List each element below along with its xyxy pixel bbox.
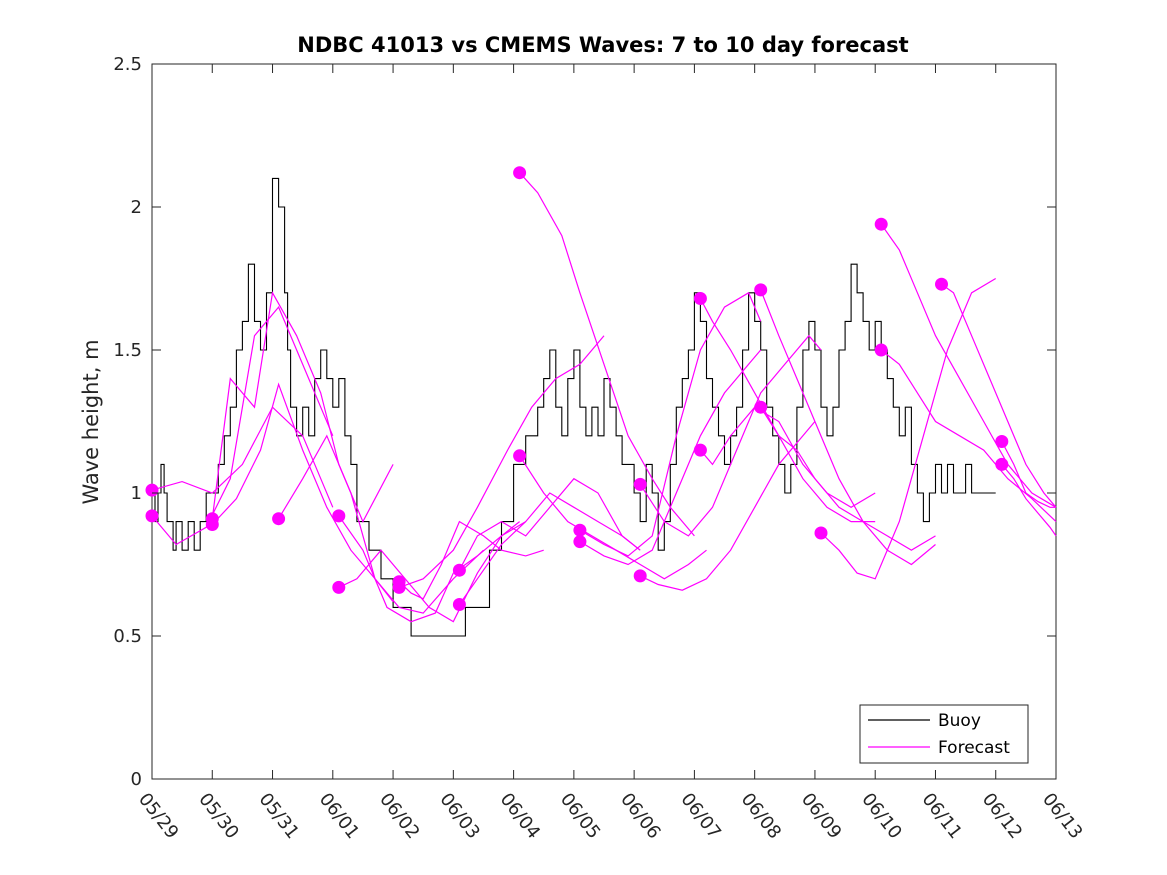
y-tick-label: 1: [131, 483, 142, 504]
legend-forecast-label: Forecast: [938, 738, 1010, 758]
forecast-start-point: [995, 435, 1009, 448]
forecast-start-point: [145, 509, 159, 523]
forecast-start-point: [995, 457, 1009, 471]
forecast-start-point: [633, 569, 647, 583]
forecast-start-point: [205, 518, 219, 531]
forecast-start-point: [633, 477, 647, 491]
forecast-start-point: [754, 283, 768, 297]
forecast-start-point: [332, 509, 346, 523]
legend-buoy-label: Buoy: [938, 711, 981, 731]
forecast-line: [211, 382, 394, 603]
forecast-line: [1001, 441, 1056, 508]
buoy-line: [152, 177, 996, 637]
legend-box: [859, 704, 1029, 764]
forecast-line: [338, 521, 520, 623]
forecast-start-point: [392, 580, 406, 594]
y-tick-label: 2: [131, 197, 142, 218]
forecast-line: [151, 406, 334, 508]
forecast-start-point: [874, 343, 888, 357]
forecast-start-point: [693, 443, 707, 457]
forecast-start-point: [573, 535, 587, 549]
forecast-start-point: [452, 598, 466, 611]
y-tick-label: 0.5: [113, 626, 142, 647]
forecast-line: [398, 520, 544, 600]
forecast-line: [941, 283, 1057, 508]
y-axis: 0 0.5 1 1.5 2 2.5: [113, 54, 1056, 790]
forecast-start-point: [935, 277, 948, 291]
forecast-line: [820, 277, 997, 580]
forecast-line: [699, 406, 876, 508]
forecast-line: [880, 349, 1057, 523]
forecast-line: [211, 290, 394, 524]
forecast-line: [338, 515, 527, 623]
forecast-line: [579, 291, 762, 557]
forecast-start-point: [513, 166, 527, 180]
forecast-line: [880, 223, 1057, 508]
y-tick-label: 0: [131, 769, 142, 790]
forecast-line: [458, 477, 641, 571]
y-axis-title: Wave height, m: [79, 339, 103, 504]
forecast-start-point: [573, 523, 587, 537]
forecast-line: [458, 492, 641, 605]
forecast-line: [760, 406, 936, 551]
forecast-start-point: [513, 449, 527, 463]
forecast-start-point: [452, 563, 466, 577]
forecast-line: [579, 349, 762, 566]
forecast-start-point: [332, 580, 346, 594]
forecast-line: [519, 172, 695, 537]
forecast-line: [760, 289, 936, 566]
forecast-start-point: [145, 483, 159, 497]
forecast-line: [639, 334, 822, 537]
forecast-line: [398, 335, 605, 588]
plot-area: [145, 63, 1057, 780]
forecast-start-point: [754, 400, 768, 414]
forecast-line: [639, 421, 816, 591]
axes-box: [151, 63, 1057, 780]
chart-title: NDBC 41013 vs CMEMS Waves: 7 to 10 day f…: [297, 33, 908, 57]
forecast-line: [1001, 464, 1057, 537]
forecast-start-point: [272, 512, 286, 526]
legend: Buoy Forecast: [859, 704, 1029, 764]
y-tick-label: 2.5: [113, 54, 142, 75]
forecast-start-point: [693, 292, 707, 305]
forecast-start-point: [814, 526, 828, 540]
forecast-start-point: [874, 217, 888, 231]
y-tick-label: 1.5: [113, 340, 142, 361]
forecast-line: [151, 305, 334, 546]
